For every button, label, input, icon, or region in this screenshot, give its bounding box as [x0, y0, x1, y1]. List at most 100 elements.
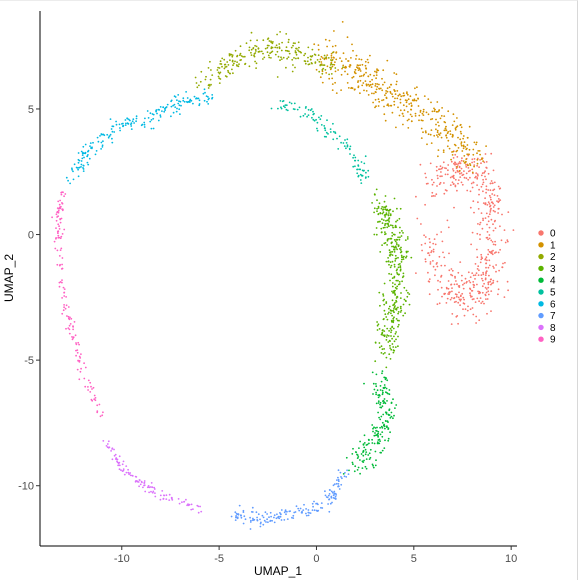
- data-point: [351, 76, 354, 79]
- data-point: [271, 46, 274, 49]
- data-point: [292, 42, 295, 44]
- data-point: [470, 296, 472, 298]
- data-point: [346, 145, 349, 148]
- data-point: [497, 288, 500, 291]
- data-point: [478, 188, 480, 191]
- data-point: [297, 41, 300, 44]
- data-point: [204, 78, 207, 81]
- data-point: [59, 218, 61, 220]
- data-point: [268, 516, 270, 519]
- data-point: [122, 468, 125, 470]
- data-point: [197, 511, 200, 514]
- data-point: [374, 464, 377, 467]
- data-point: [59, 221, 62, 224]
- data-point: [454, 162, 457, 164]
- data-point: [77, 158, 80, 161]
- legend-label-2: 2: [550, 252, 556, 263]
- data-point: [345, 456, 348, 459]
- data-point: [446, 173, 449, 176]
- data-point: [371, 442, 374, 444]
- data-point: [318, 60, 321, 63]
- data-point: [123, 473, 126, 476]
- data-point: [403, 286, 406, 289]
- data-point: [418, 119, 420, 122]
- data-point: [460, 181, 463, 184]
- data-point: [122, 125, 124, 128]
- data-point: [466, 144, 469, 146]
- data-point: [489, 280, 492, 283]
- data-point: [51, 216, 53, 219]
- data-point: [307, 56, 309, 59]
- data-point: [292, 514, 295, 517]
- data-point: [452, 169, 455, 172]
- data-point: [402, 232, 404, 234]
- data-point: [395, 269, 398, 272]
- data-point: [451, 175, 454, 178]
- data-point: [365, 171, 367, 174]
- data-point: [441, 175, 443, 178]
- data-point: [491, 193, 494, 195]
- data-point: [211, 94, 214, 96]
- data-point: [268, 40, 271, 42]
- data-point: [402, 95, 404, 97]
- data-point: [305, 106, 307, 108]
- data-point: [308, 512, 310, 514]
- data-point: [116, 458, 119, 461]
- data-point: [393, 414, 395, 417]
- data-point: [279, 512, 281, 514]
- data-point: [346, 73, 349, 76]
- data-point: [492, 243, 495, 246]
- data-point: [373, 442, 376, 445]
- data-point: [381, 222, 384, 225]
- data-point: [328, 493, 331, 495]
- data-point: [399, 269, 402, 272]
- data-point: [480, 174, 483, 177]
- data-point: [398, 238, 401, 241]
- data-point: [396, 248, 398, 251]
- legend-marker-7: [538, 312, 544, 319]
- data-point: [211, 74, 214, 76]
- data-point: [406, 91, 408, 93]
- data-point: [390, 348, 393, 351]
- legend-label-8: 8: [550, 323, 556, 334]
- data-point: [255, 511, 258, 514]
- data-point: [446, 219, 449, 222]
- data-point: [73, 321, 76, 323]
- data-point: [357, 85, 360, 88]
- data-point: [379, 433, 382, 436]
- data-point: [80, 163, 83, 166]
- data-point: [378, 83, 380, 86]
- data-point: [385, 411, 388, 414]
- data-point: [373, 207, 376, 210]
- data-point: [344, 65, 347, 68]
- data-point: [401, 112, 404, 115]
- data-point: [207, 67, 210, 69]
- data-point: [375, 393, 377, 396]
- data-point: [467, 271, 470, 274]
- data-point: [400, 254, 403, 257]
- data-point: [80, 166, 82, 168]
- data-point: [419, 109, 422, 112]
- data-point: [236, 516, 239, 519]
- data-point: [429, 133, 432, 136]
- data-point: [427, 252, 430, 254]
- data-point: [154, 495, 157, 498]
- data-point: [394, 260, 397, 262]
- data-point: [54, 247, 57, 250]
- data-point: [325, 131, 328, 134]
- data-point: [71, 168, 73, 171]
- data-point: [253, 518, 256, 521]
- data-point: [299, 115, 302, 118]
- data-point: [363, 434, 366, 437]
- data-point: [276, 513, 278, 516]
- data-point: [113, 131, 116, 133]
- data-point: [372, 382, 375, 385]
- data-point: [337, 469, 340, 472]
- data-point: [390, 415, 393, 418]
- data-point: [391, 337, 393, 340]
- data-point: [254, 44, 256, 47]
- data-point: [204, 91, 206, 94]
- data-point: [80, 150, 83, 153]
- data-point: [328, 510, 331, 513]
- data-point: [254, 52, 257, 54]
